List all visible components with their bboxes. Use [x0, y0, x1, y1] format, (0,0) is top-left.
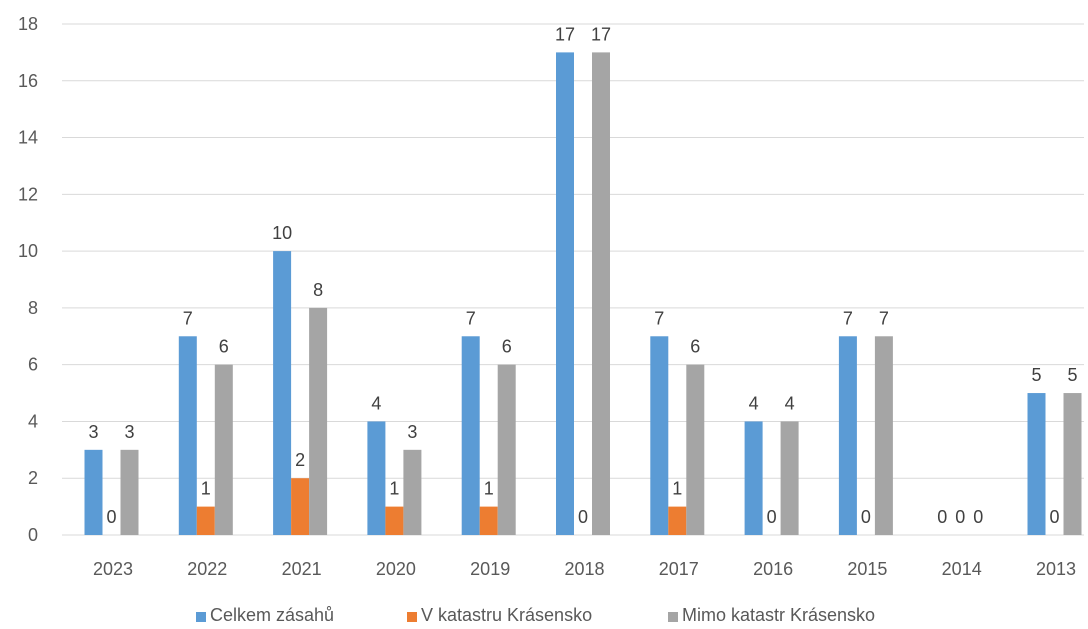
data-label: 3 [124, 422, 134, 442]
data-label: 4 [785, 393, 795, 413]
data-label: 3 [88, 422, 98, 442]
x-axis-ticks: 2023 2022 2021 2020 2019 2018 2017 2016 2015 2014… [93, 559, 1076, 579]
data-label: 0 [578, 507, 588, 527]
bar [84, 449, 103, 535]
data-label: 7 [654, 308, 664, 328]
data-label: 4 [371, 393, 381, 413]
bar [592, 52, 610, 536]
bar [309, 307, 328, 535]
data-label: 17 [591, 24, 611, 44]
x-tick-label: 2020 [376, 559, 416, 579]
legend-swatch [407, 612, 417, 622]
data-label: 0 [955, 507, 965, 527]
bar [650, 336, 669, 535]
data-label: 6 [502, 337, 512, 357]
data-label: 17 [555, 24, 575, 44]
data-label: 0 [1049, 507, 1059, 527]
legend-swatch [196, 612, 206, 622]
data-label: 5 [1067, 365, 1077, 385]
y-tick-label: 12 [18, 184, 38, 204]
legend-label: V katastru Krásensko [421, 605, 592, 625]
bar [403, 449, 422, 535]
bar [874, 336, 893, 535]
bar [291, 478, 310, 535]
bar [497, 364, 516, 535]
bar [1027, 393, 1046, 535]
y-tick-label: 2 [28, 468, 38, 488]
x-tick-label: 2022 [187, 559, 227, 579]
legend-swatch [668, 612, 678, 622]
bar [273, 251, 292, 535]
data-label: 1 [672, 479, 682, 499]
y-tick-label: 14 [18, 128, 38, 148]
x-tick-label: 2017 [659, 559, 699, 579]
data-label: 0 [106, 507, 116, 527]
x-tick-label: 2018 [564, 559, 604, 579]
data-label: 7 [466, 308, 476, 328]
x-tick-label: 2023 [93, 559, 133, 579]
x-tick-label: 2019 [470, 559, 510, 579]
bar [178, 336, 197, 535]
y-tick-label: 8 [28, 298, 38, 318]
x-tick-label: 2021 [282, 559, 322, 579]
y-tick-label: 0 [28, 525, 38, 545]
bar [686, 364, 705, 535]
data-label: 4 [749, 393, 759, 413]
y-tick-label: 4 [28, 411, 38, 431]
x-tick-label: 2014 [942, 559, 982, 579]
data-label: 6 [219, 337, 229, 357]
bar [479, 506, 498, 535]
bar [196, 506, 215, 535]
legend-label: Mimo katastr Krásensko [682, 605, 875, 625]
bar [120, 449, 139, 535]
bar [1063, 393, 1082, 535]
data-label: 0 [767, 507, 777, 527]
data-label: 0 [861, 507, 871, 527]
bar [780, 421, 799, 535]
data-label: 0 [937, 507, 947, 527]
data-label: 8 [313, 280, 323, 300]
data-label: 1 [201, 479, 211, 499]
data-label: 5 [1031, 365, 1041, 385]
y-tick-label: 16 [18, 71, 38, 91]
data-label: 10 [272, 223, 292, 243]
y-tick-label: 6 [28, 355, 38, 375]
bars [84, 52, 1082, 536]
data-label: 6 [690, 337, 700, 357]
bar [668, 506, 687, 535]
x-tick-label: 2015 [847, 559, 887, 579]
bar [744, 421, 763, 535]
data-label: 7 [879, 308, 889, 328]
data-label: 7 [843, 308, 853, 328]
data-label: 2 [295, 450, 305, 470]
bar [367, 421, 386, 535]
bar [461, 336, 480, 535]
x-tick-label: 2016 [753, 559, 793, 579]
data-label: 3 [407, 422, 417, 442]
data-label: 7 [183, 308, 193, 328]
bar [556, 52, 574, 536]
data-label: 1 [389, 479, 399, 499]
data-label: 1 [484, 479, 494, 499]
data-label: 0 [973, 507, 983, 527]
x-tick-label: 2013 [1036, 559, 1076, 579]
bar [214, 364, 233, 535]
bar [838, 336, 857, 535]
legend-label: Celkem zásahů [210, 605, 334, 625]
bar [385, 506, 404, 535]
legend: Celkem zásahů V katastru Krásensko Mimo ka… [196, 605, 875, 625]
y-axis-ticks: 0 2 4 6 8 10 12 14 16 18 [18, 14, 38, 545]
y-tick-label: 18 [18, 14, 38, 34]
y-tick-label: 10 [18, 241, 38, 261]
